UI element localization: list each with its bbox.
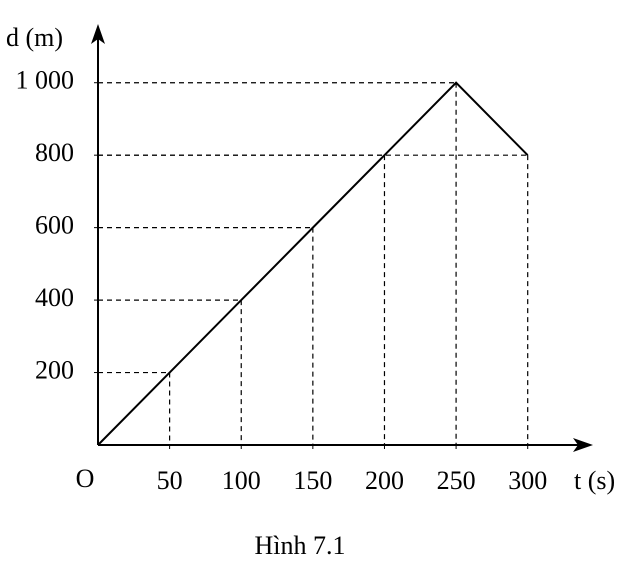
x-tick-label: 300	[508, 466, 547, 495]
x-tick-label: 150	[293, 466, 332, 495]
x-axis-arrow	[573, 438, 593, 452]
x-tick-label: 200	[365, 466, 404, 495]
y-tick-label: 200	[35, 356, 74, 385]
x-tick-label: 100	[222, 466, 261, 495]
y-tick-label: 400	[35, 283, 74, 312]
y-axis-label: d (m)	[6, 23, 63, 52]
x-axis-label: t (s)	[574, 466, 615, 495]
x-tick-label: 50	[157, 466, 183, 495]
y-axis-arrow	[91, 24, 105, 44]
chart-caption: Hình 7.1	[255, 531, 346, 560]
data-line	[97, 81, 529, 446]
y-tick-label: 600	[35, 211, 74, 240]
y-tick-label: 800	[35, 138, 74, 167]
x-tick-label: 250	[437, 466, 476, 495]
origin-label: O	[76, 464, 95, 493]
y-tick-label: 1 000	[16, 66, 75, 95]
